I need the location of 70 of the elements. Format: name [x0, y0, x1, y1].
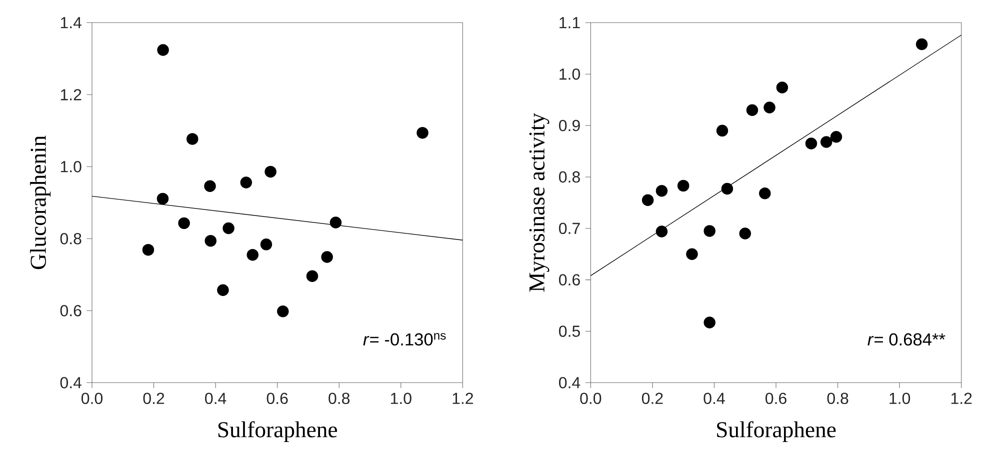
point — [656, 184, 668, 197]
point — [222, 222, 234, 234]
y-tick-label: 0.8 — [559, 171, 580, 183]
x-tick-label: 1.2 — [951, 392, 972, 404]
x-tick-label: 0.6 — [266, 392, 288, 404]
point — [260, 238, 272, 250]
x-tick-label: 0.8 — [827, 392, 848, 404]
x-tick-label: 1.0 — [890, 392, 910, 404]
point — [820, 136, 832, 148]
y-axis-title: Myrosinase activity — [529, 113, 550, 292]
point — [246, 248, 258, 261]
y-tick-label: 0.5 — [559, 326, 580, 337]
point — [306, 270, 318, 282]
annotation: r= 0.684** — [868, 333, 946, 346]
x-tick-label: 1.0 — [390, 392, 412, 404]
y-tick-label: 0.8 — [60, 233, 82, 244]
point — [716, 124, 728, 137]
x-tick-label: 0.8 — [328, 392, 350, 404]
y-tick-label: 0.6 — [559, 274, 580, 286]
point — [739, 228, 751, 240]
y-tick-label: 1.4 — [60, 17, 82, 28]
point — [204, 180, 216, 192]
point — [321, 251, 333, 263]
point — [656, 226, 668, 238]
point — [277, 306, 289, 318]
point — [704, 316, 716, 328]
point — [416, 126, 428, 139]
point — [704, 225, 716, 237]
point — [204, 234, 216, 247]
y-tick-label: 0.4 — [559, 377, 580, 388]
x-tick-label: 0.0 — [580, 392, 602, 404]
y-tick-label: 0.7 — [559, 222, 580, 234]
point — [186, 133, 198, 145]
point — [157, 44, 169, 56]
point — [776, 82, 788, 94]
point — [156, 192, 169, 205]
point — [217, 284, 229, 296]
x-axis-title: Sulforaphene — [218, 421, 337, 442]
y-tick-label: 1.0 — [560, 68, 580, 80]
x-tick-label: 0.4 — [704, 392, 725, 404]
x-tick-label: 0.4 — [205, 392, 226, 404]
point — [178, 217, 190, 230]
point — [830, 130, 842, 143]
point — [721, 182, 734, 195]
x-tick-label: 0.6 — [766, 392, 786, 404]
point — [686, 248, 698, 260]
y-tick-label: 0.6 — [60, 305, 82, 316]
y-tick-label: 0.4 — [60, 377, 82, 388]
point — [264, 166, 276, 178]
point — [240, 176, 252, 188]
x-tick-label: 1.2 — [452, 392, 473, 404]
y-tick-label: 1.1 — [560, 17, 580, 28]
point — [642, 194, 654, 206]
x-tick-label: 0.2 — [143, 392, 164, 404]
point — [759, 188, 771, 200]
point — [330, 216, 342, 228]
annotation: r= -0.130$^{ns}$ — [363, 333, 446, 346]
y-tick-label: 1.2 — [60, 89, 82, 100]
point — [916, 38, 928, 50]
y-tick-label: 0.9 — [559, 120, 580, 132]
point — [764, 102, 776, 114]
x-tick-label: 0.2 — [642, 392, 663, 404]
point — [805, 138, 818, 150]
x-axis-title: Sulforaphene — [717, 421, 836, 442]
x-tick-label: 0.0 — [82, 392, 103, 404]
point — [142, 244, 154, 256]
point — [677, 180, 690, 192]
y-axis-title: Glucoraphenin — [30, 136, 51, 270]
point — [746, 104, 758, 116]
y-tick-label: 1.0 — [60, 161, 82, 172]
